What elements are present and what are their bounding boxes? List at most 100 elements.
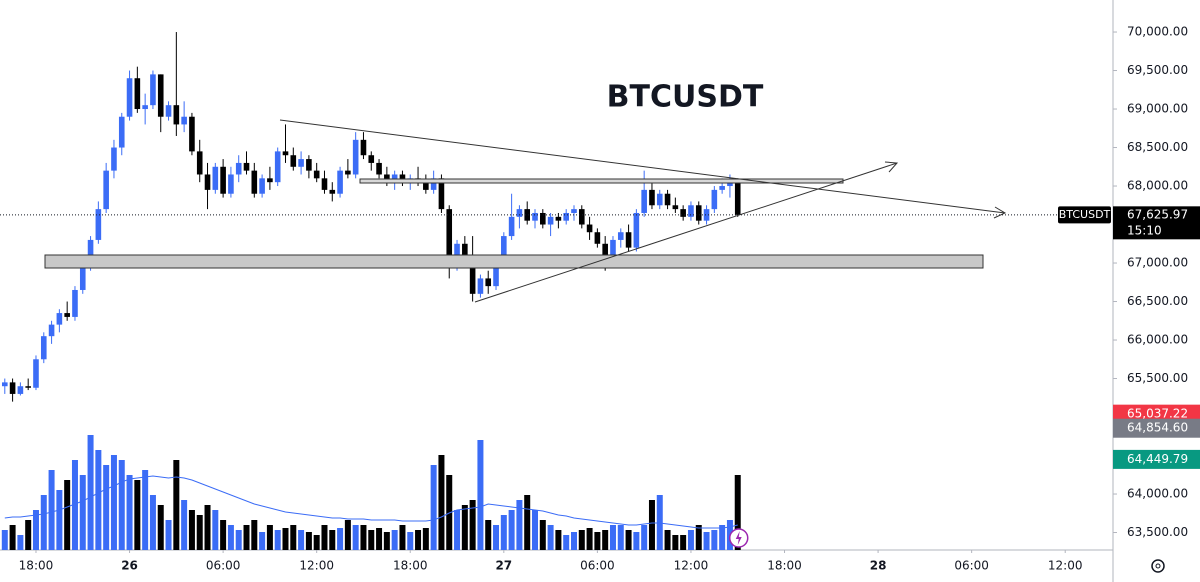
candle-body xyxy=(391,174,398,183)
price-tag-box xyxy=(1113,449,1200,469)
volume-bar xyxy=(368,530,375,550)
volume-bar xyxy=(664,530,671,550)
volume-bar xyxy=(87,435,94,550)
candle-body xyxy=(594,232,601,244)
price-tag-box xyxy=(1113,418,1200,438)
volume-bar xyxy=(570,532,577,550)
resistance-zone xyxy=(359,178,844,184)
candle-body xyxy=(610,239,616,256)
volume-bar xyxy=(196,515,203,550)
candle-body xyxy=(672,205,679,210)
candle-body xyxy=(345,170,351,175)
volume-bar xyxy=(95,450,102,550)
volume-bar xyxy=(149,495,156,550)
volume-bar xyxy=(563,535,570,550)
x-tick-label: 12:00 xyxy=(1048,559,1083,573)
volume-bar xyxy=(407,532,414,550)
candle-body xyxy=(501,236,507,264)
x-tick-label: 06:00 xyxy=(206,559,241,573)
volume-bar xyxy=(48,470,55,550)
volume-bar xyxy=(79,475,86,550)
candle-body xyxy=(181,116,187,125)
arrow-head xyxy=(993,206,1007,219)
volume-bar xyxy=(173,460,180,550)
volume-bar xyxy=(555,530,562,550)
volume-bar xyxy=(383,532,390,550)
volume-bar xyxy=(298,530,305,550)
volume-bar xyxy=(376,528,383,550)
candle-body xyxy=(33,359,39,388)
volume-bar xyxy=(17,535,24,550)
volume-bar xyxy=(329,530,336,550)
last-price-box xyxy=(1113,206,1200,240)
candle-body xyxy=(734,182,741,215)
arrow-head xyxy=(884,161,899,173)
volume-bar xyxy=(672,535,679,550)
candle-body xyxy=(111,147,117,171)
x-tick-label: 26 xyxy=(121,559,138,573)
volume-bar xyxy=(360,525,367,550)
y-tick-label: 68,500.00 xyxy=(1127,140,1188,154)
candle-body xyxy=(274,151,281,183)
volume-bar xyxy=(220,520,227,550)
volume-bar xyxy=(711,530,718,550)
volume-bar xyxy=(110,455,117,550)
price-tag-label: 64,854.60 xyxy=(1127,421,1188,435)
candle-body xyxy=(695,205,702,221)
y-tick-label: 64,000.00 xyxy=(1127,487,1188,501)
volume-bar xyxy=(695,525,702,550)
volume-bar xyxy=(313,535,320,550)
x-tick-label: 18:00 xyxy=(393,559,428,573)
volume-bar xyxy=(204,505,211,550)
candle-body xyxy=(25,386,31,388)
candle-body xyxy=(664,193,671,206)
candle-body xyxy=(508,216,515,237)
symbol-tag-box xyxy=(1058,206,1111,224)
candle-body xyxy=(563,212,569,221)
volume-bar xyxy=(305,532,312,550)
volume-bar xyxy=(547,525,554,550)
volume-bar xyxy=(532,510,539,550)
candle-body xyxy=(103,170,109,210)
volume-bar xyxy=(508,510,515,550)
volume-bar xyxy=(212,510,219,550)
volume-bar xyxy=(719,525,726,550)
gear[interactable] xyxy=(1151,559,1165,573)
candle-body xyxy=(469,255,476,294)
volume-bar xyxy=(391,530,398,550)
volume-bar xyxy=(438,455,445,550)
volume-bar xyxy=(493,525,500,550)
candle-body xyxy=(212,166,219,190)
candle-body xyxy=(95,209,102,240)
candle-body xyxy=(352,139,359,175)
candle-body xyxy=(1,382,8,387)
volume-bar xyxy=(259,532,266,550)
volume-bar xyxy=(266,525,273,550)
volume-bar xyxy=(415,530,422,550)
volume-bar xyxy=(321,525,328,550)
y-tick-label: 70,000.00 xyxy=(1127,25,1188,39)
candle-body xyxy=(462,243,468,256)
volume-bar xyxy=(461,505,468,550)
candle-body xyxy=(602,243,608,256)
volume-bar xyxy=(274,530,281,550)
volume-bar xyxy=(282,528,289,550)
candle-body xyxy=(649,189,655,206)
volume-bar xyxy=(181,500,188,550)
candle-body xyxy=(56,313,63,325)
candle-body xyxy=(313,170,320,179)
candle-body xyxy=(485,278,492,287)
candle-body xyxy=(64,313,70,317)
candle-body xyxy=(516,209,523,217)
drawings xyxy=(44,119,1007,303)
candle-body xyxy=(48,324,55,337)
candle-body xyxy=(540,212,546,225)
volume-bar xyxy=(1,530,8,550)
volume-bar xyxy=(586,528,593,550)
gear-hub xyxy=(1155,563,1161,569)
volume-ma xyxy=(4,475,738,529)
volume-bar xyxy=(617,525,624,550)
settings-icon[interactable] xyxy=(1151,559,1165,573)
x-tick-label: 06:00 xyxy=(580,559,615,573)
